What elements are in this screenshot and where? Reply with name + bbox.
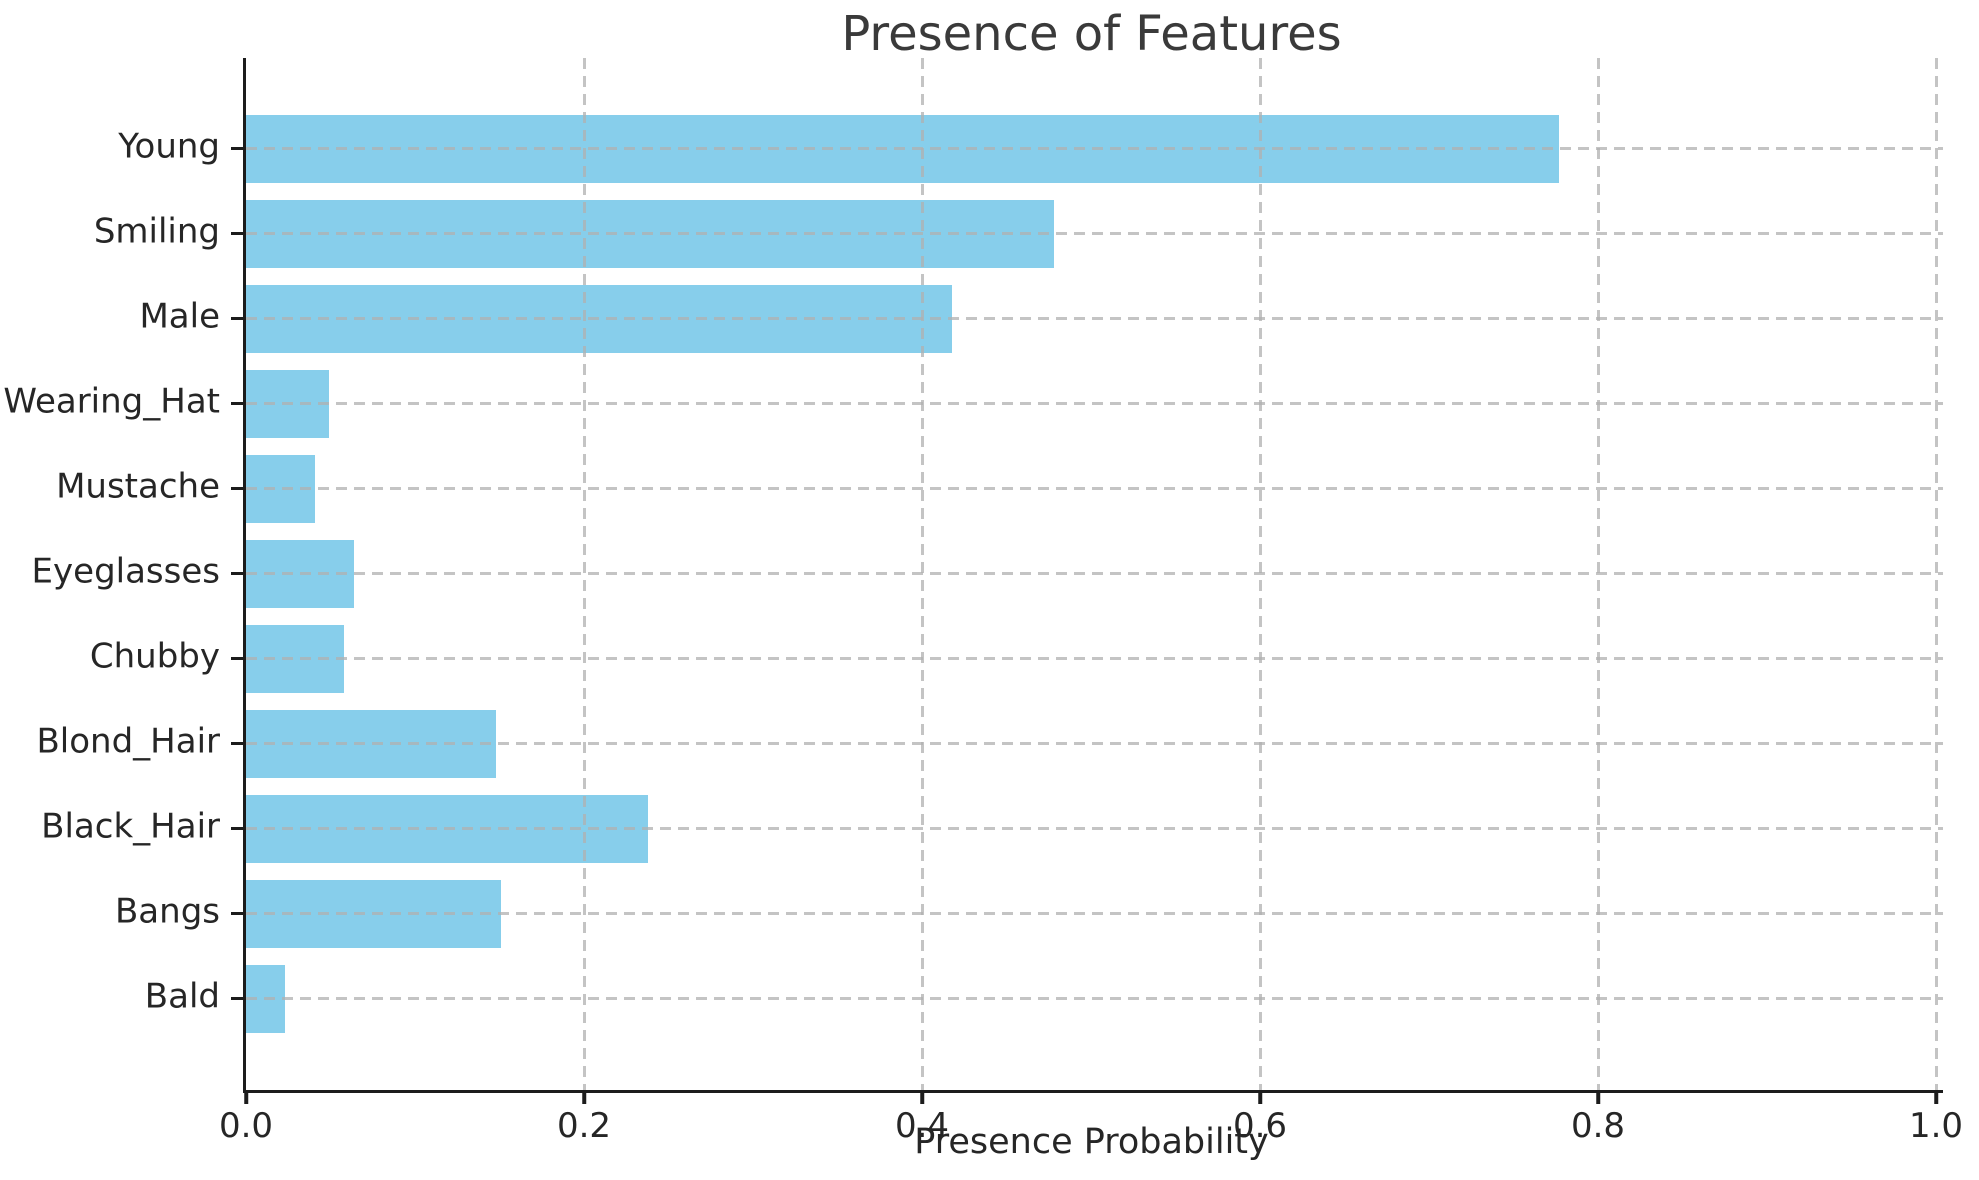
x-axis: 0.0 0.2 0.4 0.6 0.8 1.0 [219, 1092, 1963, 1172]
y-tick-mark [230, 656, 243, 660]
x-tick-mark [244, 1092, 248, 1104]
x-tick-label: 0.2 [556, 1106, 612, 1146]
x-tick-label: 0.6 [1232, 1106, 1288, 1146]
y-tick-mark [230, 486, 243, 490]
bar-rows: Young Smiling Male Wearing_Hat Mustache Eyegl… [3, 106, 1943, 1041]
horizontal-gridline [246, 317, 1943, 320]
x-tick-mark [1934, 1092, 1938, 1104]
bar-row: Eyeglasses [32, 531, 1943, 616]
horizontal-gridline [246, 827, 1943, 830]
bar-row: Bangs [115, 871, 1943, 956]
horizontal-gridline [246, 997, 1943, 1000]
y-tick-mark [230, 146, 243, 150]
bar-row: Young [118, 106, 1943, 191]
x-tick-label: 0.0 [218, 1106, 274, 1146]
y-tick-label: Black_Hair [41, 806, 220, 847]
y-tick-label: Mustache [56, 466, 220, 507]
y-tick-label: Chubby [89, 636, 220, 677]
y-tick-mark [230, 571, 243, 575]
horizontal-gridline [246, 487, 1943, 490]
x-axis-label: Presence Probability [914, 1122, 1269, 1162]
horizontal-gridline [246, 657, 1943, 660]
horizontal-gridline [246, 912, 1943, 915]
horizontal-gridline [246, 402, 1943, 405]
y-tick-label: Eyeglasses [31, 551, 220, 592]
x-tick-mark [1258, 1092, 1262, 1104]
y-tick-label: Smiling [93, 211, 220, 252]
bar-row: Chubby [90, 616, 1943, 701]
y-tick-mark [230, 826, 243, 830]
bar-row: Bald [145, 956, 1943, 1041]
horizontal-gridline [246, 147, 1943, 150]
x-tick-mark [920, 1092, 924, 1104]
x-tick-label: 0.8 [1570, 1106, 1626, 1146]
y-tick-mark [230, 316, 243, 320]
y-tick-mark [230, 401, 243, 405]
horizontal-gridline [246, 742, 1943, 745]
horizontal-gridline [246, 572, 1943, 575]
y-tick-label: Wearing_Hat [3, 381, 220, 422]
x-tick-label: 0.4 [894, 1106, 950, 1146]
bar-row: Male [139, 276, 1943, 361]
x-tick-label: 1.0 [1908, 1106, 1964, 1146]
y-tick-mark [230, 741, 243, 745]
bar-row: Smiling [94, 191, 1943, 276]
x-tick-mark [582, 1092, 586, 1104]
y-tick-mark [230, 996, 243, 1000]
y-tick-mark [230, 911, 243, 915]
y-tick-mark [230, 231, 243, 235]
y-tick-label: Blond_Hair [36, 721, 220, 762]
y-tick-label: Young [118, 126, 220, 167]
bar-row: Mustache [56, 446, 1943, 531]
x-tick-mark [1596, 1092, 1600, 1104]
y-tick-label: Male [139, 296, 220, 337]
y-tick-label: Bangs [114, 891, 220, 932]
plot-area: Young Smiling Male Wearing_Hat Mustache Eyegl… [3, 58, 1943, 1093]
chart-title: Presence of Features [841, 6, 1342, 62]
bar-row: Blond_Hair [36, 701, 1943, 786]
horizontal-gridline [246, 232, 1943, 235]
bar-row: Black_Hair [41, 786, 1943, 871]
y-tick-label: Bald [144, 976, 220, 1017]
bar-row: Wearing_Hat [3, 361, 1943, 446]
